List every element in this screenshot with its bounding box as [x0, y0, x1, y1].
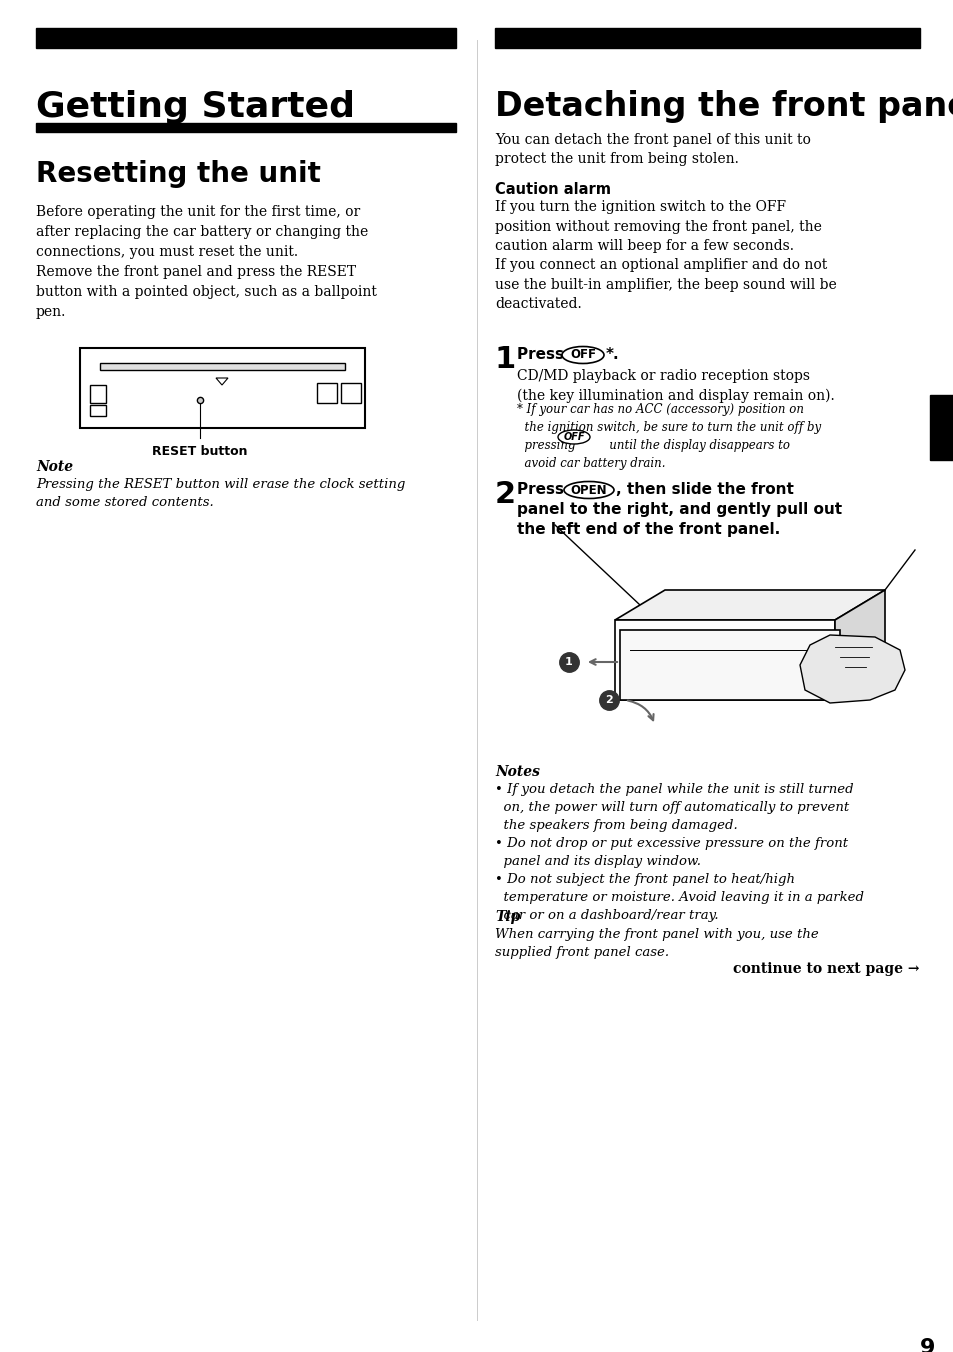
- Polygon shape: [215, 379, 228, 385]
- Text: Before operating the unit for the first time, or
after replacing the car battery: Before operating the unit for the first …: [36, 206, 376, 319]
- Bar: [36, 28, 456, 49]
- Ellipse shape: [563, 481, 614, 499]
- Polygon shape: [800, 635, 904, 703]
- Bar: [100, 362, 345, 370]
- Text: If you turn the ignition switch to the OFF
position without removing the front p: If you turn the ignition switch to the O…: [495, 200, 836, 311]
- Text: 1: 1: [564, 657, 572, 667]
- Text: Getting Started: Getting Started: [36, 91, 355, 124]
- Text: Caution alarm: Caution alarm: [495, 183, 610, 197]
- Text: * If your car has no ACC (accessory) position on
  the ignition switch, be sure : * If your car has no ACC (accessory) pos…: [517, 403, 821, 470]
- Bar: [80, 347, 365, 429]
- Polygon shape: [619, 630, 840, 700]
- Bar: [36, 123, 456, 132]
- Text: OPEN: OPEN: [570, 484, 607, 496]
- Text: • If you detach the panel while the unit is still turned
  on, the power will tu: • If you detach the panel while the unit…: [495, 783, 863, 922]
- Text: Note: Note: [36, 460, 73, 475]
- Bar: [800, 646, 813, 658]
- Bar: [495, 28, 919, 49]
- Text: CD/MD playback or radio reception stops
(the key illumination and display remain: CD/MD playback or radio reception stops …: [517, 369, 834, 403]
- Text: 1: 1: [495, 345, 516, 375]
- Text: panel to the right, and gently pull out
the left end of the front panel.: panel to the right, and gently pull out …: [517, 502, 841, 537]
- Text: Press: Press: [517, 347, 569, 362]
- Text: 2: 2: [604, 695, 612, 704]
- Text: Notes: Notes: [495, 765, 539, 779]
- Ellipse shape: [561, 346, 603, 364]
- Text: *.: *.: [605, 347, 619, 362]
- Text: 9: 9: [919, 1338, 934, 1352]
- Bar: [90, 406, 106, 416]
- Text: OFF: OFF: [562, 433, 584, 442]
- Text: , then slide the front: , then slide the front: [616, 483, 793, 498]
- Bar: [90, 385, 106, 403]
- Text: When carrying the front panel with you, use the
supplied front panel case.: When carrying the front panel with you, …: [495, 927, 818, 959]
- Polygon shape: [615, 589, 884, 621]
- Text: You can detach the front panel of this unit to
protect the unit from being stole: You can detach the front panel of this u…: [495, 132, 810, 166]
- Text: Detaching the front panel: Detaching the front panel: [495, 91, 953, 123]
- Text: OFF: OFF: [569, 349, 596, 361]
- Text: RESET button: RESET button: [152, 445, 248, 458]
- Text: 2: 2: [495, 480, 516, 508]
- Ellipse shape: [558, 430, 589, 443]
- Polygon shape: [615, 621, 834, 700]
- Bar: [316, 383, 336, 403]
- Bar: [629, 641, 820, 648]
- Bar: [340, 383, 360, 403]
- Polygon shape: [834, 589, 884, 700]
- Text: continue to next page →: continue to next page →: [733, 963, 919, 976]
- Text: Resetting the unit: Resetting the unit: [36, 160, 320, 188]
- Text: Tip: Tip: [495, 910, 519, 923]
- Bar: [929, 395, 953, 460]
- Bar: [800, 665, 813, 673]
- Text: Pressing the RESET button will erase the clock setting
and some stored contents.: Pressing the RESET button will erase the…: [36, 479, 405, 508]
- Text: Press: Press: [517, 483, 569, 498]
